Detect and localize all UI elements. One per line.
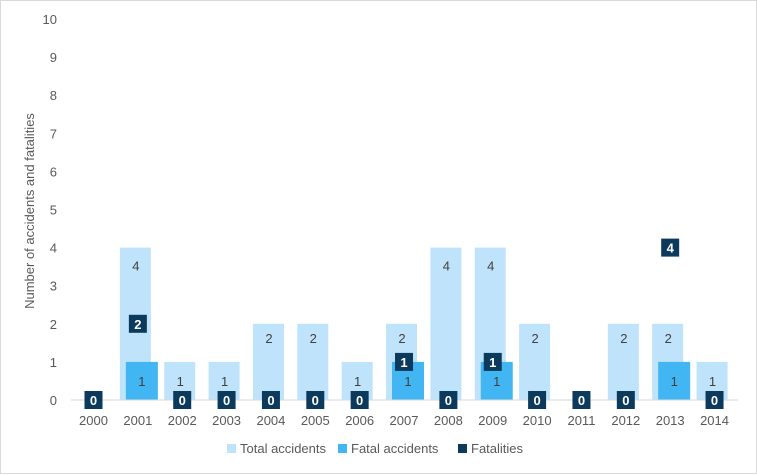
data-label-total-accidents: 1 [177,374,184,389]
bar-total-accidents [430,247,462,400]
y-tick-label: 9 [50,50,57,65]
data-label-fatalities: 1 [400,355,407,370]
marker-fatalities [616,391,635,409]
x-tick-label: 2011 [567,413,595,428]
data-label-fatalities: 0 [179,393,186,408]
x-tick-label: 2006 [345,413,374,428]
marker-fatalities [128,314,147,333]
bar-total-accidents [252,323,284,400]
data-label-fatalities: 1 [489,355,496,370]
data-label-fatal-accidents: 1 [671,374,678,389]
x-tick-label: 2014 [700,413,729,428]
data-label-fatalities: 0 [223,393,230,408]
marker-fatalities [661,238,680,257]
y-tick-label: 0 [50,393,57,408]
data-label-total-accidents: 4 [132,259,139,274]
x-tick-label: 2001 [123,413,152,428]
data-label-total-accidents: 1 [221,374,228,389]
data-label-fatalities: 0 [356,393,363,408]
marker-fatalities [261,391,280,409]
x-tick-label: 2002 [168,413,197,428]
marker-fatalities [173,391,192,409]
data-label-fatalities: 2 [134,317,141,332]
x-tick-label: 2005 [301,413,330,428]
bar-total-accidents [297,323,329,400]
x-tick-label: 2010 [523,413,552,428]
data-label-fatal-accidents: 1 [404,374,411,389]
marker-fatalities [84,391,103,409]
y-tick-label: 3 [50,279,57,294]
x-tick-label: 2003 [212,413,241,428]
x-tick-label: 2013 [656,413,685,428]
y-tick-label: 10 [43,12,57,27]
data-label-fatalities: 0 [267,393,274,408]
data-label-fatalities: 0 [90,393,97,408]
y-tick-label: 7 [50,126,57,141]
data-label-fatalities: 0 [312,393,319,408]
data-label-total-accidents: 4 [443,259,450,274]
legend-swatch [458,444,467,453]
data-label-fatalities: 0 [711,393,718,408]
data-label-total-accidents: 4 [487,259,494,274]
y-axis-label: Number of accidents and fatalities [22,113,37,309]
data-label-total-accidents: 2 [531,331,538,346]
bar-total-accidents [607,323,639,400]
marker-fatalities [483,352,502,371]
x-tick-label: 2007 [390,413,419,428]
data-label-fatalities: 0 [533,393,540,408]
legend-swatch [227,444,236,453]
data-label-fatalities: 4 [667,241,675,256]
marker-fatalities [306,391,325,409]
marker-fatalities [217,391,236,409]
y-tick-label: 2 [50,317,57,332]
x-tick-label: 2004 [256,413,285,428]
bar-fatal-accidents [658,361,691,400]
x-tick-label: 2000 [79,413,108,428]
data-label-fatal-accidents: 1 [493,374,500,389]
data-label-total-accidents: 1 [354,374,361,389]
data-label-fatal-accidents: 1 [138,374,145,389]
legend-swatch [338,444,347,453]
data-label-total-accidents: 2 [620,331,627,346]
data-label-fatalities: 0 [622,393,629,408]
data-label-total-accidents: 2 [310,331,317,346]
y-tick-label: 5 [50,203,57,218]
bar-fatal-accidents [125,361,158,400]
data-label-total-accidents: 2 [665,331,672,346]
data-label-total-accidents: 1 [709,374,716,389]
y-tick-label: 1 [50,355,57,370]
data-label-fatalities: 0 [445,393,452,408]
data-label-fatalities: 0 [578,393,585,408]
marker-fatalities [439,391,458,409]
legend-label: Fatalities [471,441,524,456]
legend-label: Fatal accidents [351,441,439,456]
y-tick-label: 8 [50,88,57,103]
marker-fatalities [705,391,724,409]
y-tick-label: 6 [50,164,57,179]
bar-total-accidents [519,323,551,400]
x-tick-label: 2009 [478,413,507,428]
y-tick-label: 4 [50,241,57,256]
data-label-total-accidents: 2 [265,331,272,346]
marker-fatalities [528,391,547,409]
marker-fatalities [395,352,414,371]
x-tick-label: 2012 [611,413,640,428]
marker-fatalities [572,391,591,409]
legend-label: Total accidents [240,441,326,456]
marker-fatalities [350,391,369,409]
data-label-total-accidents: 2 [398,331,405,346]
x-tick-label: 2008 [434,413,463,428]
